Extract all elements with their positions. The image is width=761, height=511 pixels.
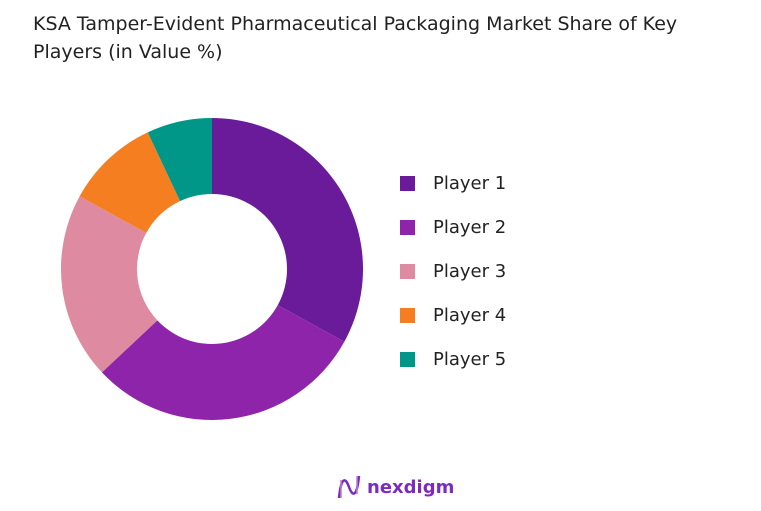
slice-player-1 [212, 118, 363, 342]
legend: Player 1 Player 2 Player 3 Player 4 Player 5 [400, 172, 506, 392]
chart-title: KSA Tamper-Evident Pharmaceutical Packag… [33, 13, 678, 63]
legend-swatch [400, 307, 415, 323]
slice-player-2 [101, 305, 345, 420]
legend-swatch [400, 263, 415, 279]
legend-item: Player 5 [400, 348, 506, 370]
legend-label: Player 2 [433, 216, 507, 238]
legend-item: Player 2 [400, 216, 506, 238]
legend-label: Player 4 [433, 304, 507, 326]
nexdigm-logo-icon [337, 475, 361, 499]
legend-label: Player 5 [433, 348, 507, 370]
legend-label: Player 1 [433, 172, 507, 194]
legend-item: Player 3 [400, 260, 506, 282]
slice-player-4 [79, 132, 181, 233]
legend-swatch [400, 219, 415, 235]
legend-swatch [400, 351, 415, 367]
legend-item: Player 1 [400, 172, 506, 194]
legend-label: Player 3 [433, 260, 507, 282]
slice-player-3 [61, 196, 158, 373]
logo-text: nexdigm [367, 476, 455, 498]
nexdigm-logo: nexdigm [337, 474, 454, 500]
legend-item: Player 4 [400, 304, 506, 326]
legend-swatch [400, 175, 415, 191]
slice-player-5 [147, 118, 212, 202]
